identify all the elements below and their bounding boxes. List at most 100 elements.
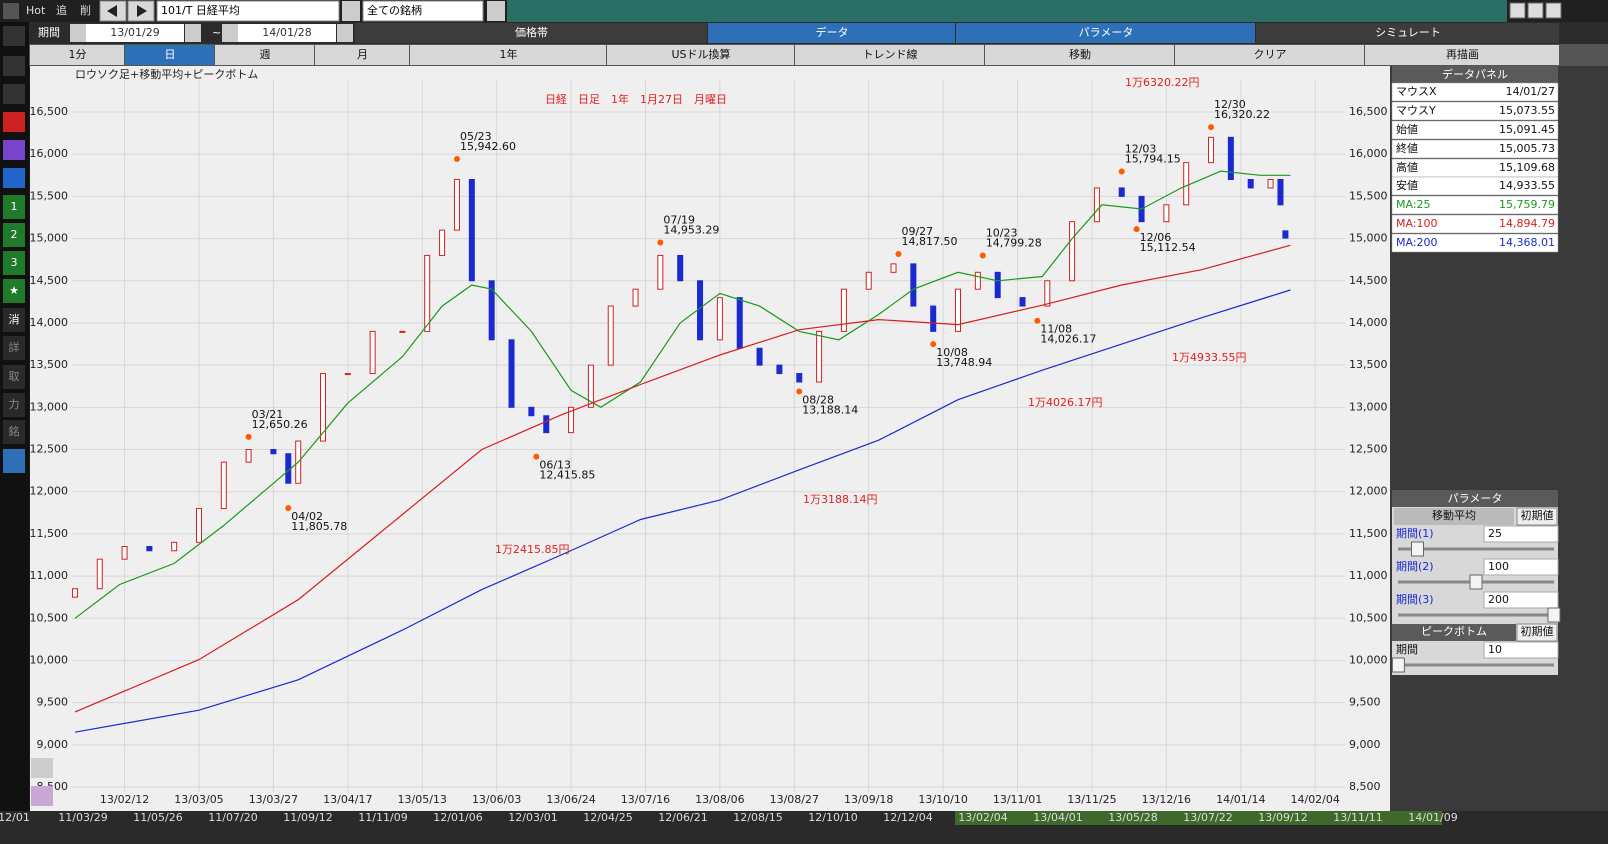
- side-icon[interactable]: [3, 195, 25, 219]
- candle: [508, 339, 515, 408]
- data-value: 15,005.73: [1499, 142, 1555, 155]
- peak-date: 03/21: [252, 408, 284, 421]
- candle: [488, 280, 495, 341]
- x-tick-label: 13/04/17: [323, 793, 372, 806]
- tab[interactable]: [410, 45, 606, 65]
- candle: [1044, 280, 1051, 307]
- chart-title: ロウソク足+移動平均+ピークボトム: [75, 67, 258, 81]
- add-button: 追: [56, 3, 67, 17]
- side-icon[interactable]: [3, 393, 25, 417]
- navigator-label: 12/03/01: [508, 811, 557, 824]
- param-input[interactable]: [1483, 591, 1559, 609]
- window-button[interactable]: [1527, 2, 1544, 19]
- candle: [1267, 179, 1274, 189]
- slider-thumb[interactable]: [1411, 541, 1424, 557]
- x-tick-label: 13/02/12: [100, 793, 149, 806]
- candle: [220, 461, 227, 510]
- param-label: 期間(2): [1396, 560, 1434, 573]
- symbol-dropdown[interactable]: [342, 1, 360, 21]
- window-button[interactable]: [1509, 2, 1526, 19]
- peak-marker: [657, 239, 664, 246]
- candle: [1247, 179, 1254, 189]
- group-dropdown[interactable]: [487, 1, 505, 21]
- tool-icon[interactable]: [3, 112, 25, 132]
- candle: [543, 415, 550, 434]
- tab[interactable]: [355, 23, 707, 43]
- param-input[interactable]: [1483, 558, 1559, 576]
- tool-icon[interactable]: [3, 168, 25, 188]
- y-tick-label-right: 16,500: [1349, 105, 1388, 118]
- y-tick-label-right: 16,000: [1349, 147, 1388, 160]
- candle: [1069, 221, 1076, 282]
- tab[interactable]: [607, 45, 794, 65]
- candle: [587, 364, 594, 408]
- side-icon[interactable]: [3, 336, 25, 360]
- arrow-button[interactable]: [70, 24, 86, 42]
- symbol-box[interactable]: [156, 0, 340, 22]
- window-button[interactable]: [1545, 2, 1562, 19]
- date-box[interactable]: [86, 24, 184, 42]
- tab[interactable]: [985, 45, 1174, 65]
- annotation: 1万2415.85円: [495, 543, 570, 556]
- y-tick-label: 15,000: [30, 232, 69, 245]
- data-panel-title: データパネル: [1442, 67, 1508, 81]
- tab[interactable]: [315, 45, 409, 65]
- candle: [568, 406, 575, 434]
- side-icon[interactable]: [3, 251, 25, 275]
- peak-date: 06/13: [539, 459, 571, 472]
- arrow-button[interactable]: [222, 24, 238, 42]
- side-icon[interactable]: [3, 279, 25, 303]
- tab[interactable]: [30, 45, 124, 65]
- param-input[interactable]: [1483, 525, 1559, 543]
- tab[interactable]: [956, 23, 1255, 43]
- date-box[interactable]: [238, 24, 336, 42]
- candle: [816, 330, 823, 383]
- y-tick-label-right: 15,500: [1349, 189, 1388, 202]
- arrow-button[interactable]: [337, 24, 353, 42]
- navigator-label: 12/06/21: [658, 811, 707, 824]
- navigator-label: 12/12/04: [883, 811, 932, 824]
- arrow-button[interactable]: [185, 24, 201, 42]
- y-tick-label-right: 13,500: [1349, 358, 1388, 371]
- tool-icon[interactable]: [3, 140, 25, 160]
- tab[interactable]: [1256, 23, 1559, 43]
- tab-label: データ: [816, 25, 849, 39]
- candle: [796, 373, 803, 383]
- data-key: マウスX: [1396, 85, 1437, 98]
- side-icon[interactable]: [3, 365, 25, 389]
- tab[interactable]: [125, 45, 214, 65]
- y-tick-label-right: 14,500: [1349, 274, 1388, 287]
- tab[interactable]: [215, 45, 314, 65]
- side-icon[interactable]: [3, 420, 25, 444]
- hot-button: Hot: [26, 4, 46, 17]
- peak-title-bar: [1392, 624, 1516, 641]
- candle: [439, 229, 446, 256]
- peak-value: 16,320.22: [1214, 108, 1270, 121]
- slider-thumb[interactable]: [1469, 574, 1483, 590]
- tab[interactable]: [708, 23, 955, 43]
- app-icon: [3, 3, 19, 19]
- tool-icon[interactable]: [3, 84, 25, 104]
- param-tab[interactable]: [1394, 508, 1514, 525]
- tab[interactable]: [1365, 45, 1559, 65]
- y-tick-label-right: 12,500: [1349, 443, 1388, 456]
- peak-marker: [796, 388, 803, 395]
- param-label: 期間: [1396, 643, 1418, 656]
- tab[interactable]: [1175, 45, 1364, 65]
- reset-button[interactable]: [1516, 623, 1558, 642]
- y-tick-label: 11,000: [30, 569, 69, 582]
- tool-icon[interactable]: [3, 56, 25, 76]
- param-value: 25: [1488, 527, 1502, 540]
- group-box[interactable]: [362, 0, 484, 22]
- tab[interactable]: [795, 45, 984, 65]
- settings-icon[interactable]: [3, 449, 25, 473]
- slider-thumb[interactable]: [1391, 657, 1405, 673]
- candle: [1019, 297, 1026, 307]
- tool-icon[interactable]: [3, 26, 25, 46]
- slider-thumb[interactable]: [1547, 607, 1561, 623]
- side-icon[interactable]: [3, 223, 25, 247]
- param-input[interactable]: [1483, 641, 1559, 659]
- side-icon-label: 詳: [9, 340, 20, 354]
- side-icon[interactable]: [3, 308, 25, 332]
- reset-button[interactable]: [1516, 507, 1558, 526]
